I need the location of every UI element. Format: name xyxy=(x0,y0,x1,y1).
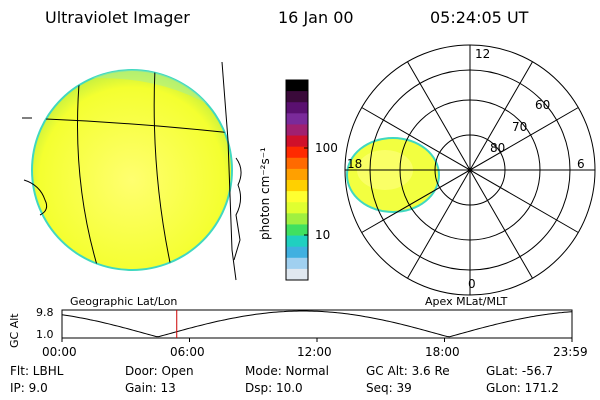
colorbar-swatch xyxy=(286,113,308,125)
colorbar-swatch xyxy=(286,102,308,114)
colorbar-unit-label: photon cm⁻²s⁻¹ xyxy=(258,147,272,240)
lat-label-80: 80 xyxy=(490,141,506,155)
lat-label-60: 60 xyxy=(535,98,551,112)
colorbar-swatch xyxy=(286,191,308,203)
mlt-label-18: 18 xyxy=(347,157,363,171)
colorbar-swatch xyxy=(286,157,308,170)
altitude-curve xyxy=(61,310,573,338)
alt-axis-label: GC Alt xyxy=(8,313,21,348)
alt-xtick-2: 12:00 xyxy=(297,345,332,359)
mlt-label-6: 6 xyxy=(577,157,585,171)
colorbar-swatch xyxy=(286,124,308,137)
mlt-label-12: 12 xyxy=(475,47,491,61)
colorbar-swatch xyxy=(286,91,308,103)
alt-xtick-3: 18:00 xyxy=(425,345,460,359)
colorbar-swatch xyxy=(286,257,308,270)
colorbar-swatch xyxy=(286,168,308,181)
colorbar-swatch xyxy=(286,224,308,237)
alt-tick-top: 9.8 xyxy=(36,306,54,319)
filter-status: Flt: LBHL xyxy=(10,364,64,378)
glon-status: GLon: 171.2 xyxy=(486,381,559,395)
altitude-plot xyxy=(61,309,573,342)
glat-status: GLat: -56.7 xyxy=(486,364,553,378)
ip-status: IP: 9.0 xyxy=(10,381,48,395)
colorbar-swatch xyxy=(286,268,308,281)
alt-xtick-4: 23:59 xyxy=(553,345,588,359)
gain-status: Gain: 13 xyxy=(125,381,176,395)
colorbar-swatch xyxy=(286,202,308,214)
seq-status: Seq: 39 xyxy=(366,381,412,395)
colorbar-swatch xyxy=(286,235,308,248)
date-label: 16 Jan 00 xyxy=(278,8,354,27)
polar-plot xyxy=(344,44,596,296)
polar-map-label: Apex MLat/MLT xyxy=(425,295,508,308)
colorbar xyxy=(285,79,309,281)
door-status: Door: Open xyxy=(125,364,194,378)
gcalt-status: GC Alt: 3.6 Re xyxy=(366,364,450,378)
mlt-label-0: 0 xyxy=(468,277,476,291)
colorbar-frame xyxy=(285,79,309,281)
instrument-title: Ultraviolet Imager xyxy=(45,8,190,27)
colorbar-swatch xyxy=(286,146,308,159)
aurora-oval-region xyxy=(346,137,440,213)
colorbar-swatch xyxy=(286,180,308,192)
colorbar-swatch xyxy=(286,135,308,148)
dsp-status: Dsp: 10.0 xyxy=(245,381,303,395)
colorbar-tick-100: 100 xyxy=(315,141,338,155)
colorbar-swatch xyxy=(286,213,308,225)
alt-xtick-0: 00:00 xyxy=(42,345,77,359)
alt-xtick-1: 06:00 xyxy=(170,345,205,359)
time-label: 05:24:05 UT xyxy=(430,8,529,27)
globe-image xyxy=(22,61,242,281)
lat-label-70: 70 xyxy=(512,120,528,134)
alt-tick-bottom: 1.0 xyxy=(36,328,54,341)
colorbar-swatch xyxy=(286,80,308,92)
colorbar-swatch xyxy=(286,246,308,259)
globe-map-label: Geographic Lat/Lon xyxy=(70,295,178,308)
mode-status: Mode: Normal xyxy=(245,364,329,378)
colorbar-tick-10: 10 xyxy=(315,228,331,242)
